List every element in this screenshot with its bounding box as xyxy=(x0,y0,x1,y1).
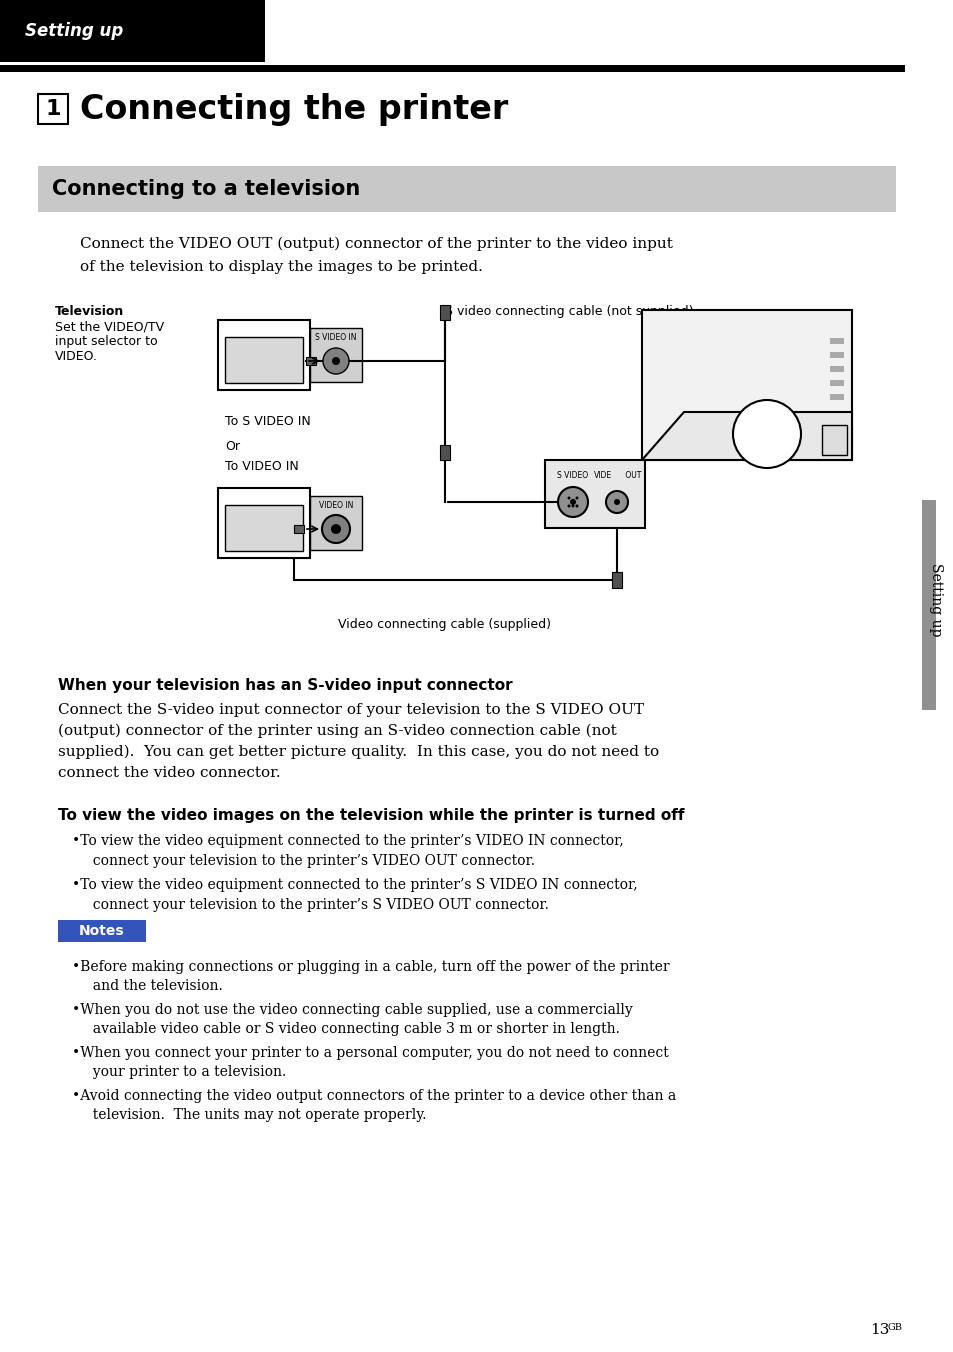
Text: supplied).  You can get better picture quality.  In this case, you do not need t: supplied). You can get better picture qu… xyxy=(58,745,659,760)
Text: To view the video images on the television while the printer is turned off: To view the video images on the televisi… xyxy=(58,808,684,823)
Text: VIDEO.: VIDEO. xyxy=(55,350,98,362)
Circle shape xyxy=(575,504,578,507)
Circle shape xyxy=(614,499,619,506)
Bar xyxy=(294,525,304,533)
Text: available video cable or S video connecting cable 3 m or shorter in length.: available video cable or S video connect… xyxy=(84,1022,619,1036)
Text: Setting up: Setting up xyxy=(25,22,123,41)
Bar xyxy=(225,506,303,552)
Circle shape xyxy=(575,496,578,499)
Text: of the television to display the images to be printed.: of the television to display the images … xyxy=(80,260,482,274)
Text: To S VIDEO IN: To S VIDEO IN xyxy=(225,415,311,429)
Text: connect your television to the printer’s S VIDEO OUT connector.: connect your television to the printer’s… xyxy=(84,898,548,913)
Bar xyxy=(821,425,846,456)
Text: your printer to a television.: your printer to a television. xyxy=(84,1065,286,1079)
Bar xyxy=(612,493,621,510)
Text: television.  The units may not operate properly.: television. The units may not operate pr… xyxy=(84,1109,426,1122)
Circle shape xyxy=(558,487,587,516)
Circle shape xyxy=(332,357,339,365)
Text: •Before making connections or plugging in a cable, turn off the power of the pri: •Before making connections or plugging i… xyxy=(71,960,669,973)
Circle shape xyxy=(605,491,627,512)
Bar xyxy=(38,95,68,124)
Circle shape xyxy=(322,515,350,544)
Bar xyxy=(218,488,310,558)
Bar xyxy=(310,496,361,550)
Text: and the television.: and the television. xyxy=(84,979,222,992)
Circle shape xyxy=(567,504,570,507)
Text: Television: Television xyxy=(55,306,124,318)
Text: •When you do not use the video connecting cable supplied, use a commercially: •When you do not use the video connectin… xyxy=(71,1003,632,1017)
Text: VIDE: VIDE xyxy=(594,472,612,480)
Bar xyxy=(829,366,843,372)
Text: •To view the video equipment connected to the printer’s VIDEO IN connector,: •To view the video equipment connected t… xyxy=(71,834,623,848)
Text: Set the VIDEO/TV: Set the VIDEO/TV xyxy=(55,320,164,333)
Text: Connecting the printer: Connecting the printer xyxy=(80,92,508,126)
Text: connect the video connector.: connect the video connector. xyxy=(58,767,280,780)
Bar xyxy=(306,357,315,365)
Text: S video connecting cable (not supplied): S video connecting cable (not supplied) xyxy=(444,306,693,318)
Bar xyxy=(439,445,450,460)
Text: When your television has an S-video input connector: When your television has an S-video inpu… xyxy=(58,677,512,694)
Text: Notes: Notes xyxy=(79,923,125,938)
Text: input selector to: input selector to xyxy=(55,335,157,347)
Text: To VIDEO IN: To VIDEO IN xyxy=(225,460,298,473)
Bar xyxy=(829,352,843,358)
Text: 13: 13 xyxy=(869,1324,888,1337)
Bar xyxy=(38,166,895,212)
Circle shape xyxy=(323,347,349,375)
Text: Setting up: Setting up xyxy=(928,564,942,637)
Text: •To view the video equipment connected to the printer’s S VIDEO IN connector,: •To view the video equipment connected t… xyxy=(71,877,637,892)
Text: connect your television to the printer’s VIDEO OUT connector.: connect your television to the printer’s… xyxy=(84,854,535,868)
Text: Video connecting cable (supplied): Video connecting cable (supplied) xyxy=(338,618,551,631)
Text: S VIDEO: S VIDEO xyxy=(557,472,588,480)
Text: VIDEO IN: VIDEO IN xyxy=(318,502,353,511)
Bar xyxy=(0,65,904,72)
Bar xyxy=(612,572,621,588)
Polygon shape xyxy=(641,412,851,460)
Bar xyxy=(439,306,450,320)
Text: GB: GB xyxy=(887,1324,902,1332)
Bar xyxy=(641,310,851,460)
Bar xyxy=(829,338,843,343)
Circle shape xyxy=(331,525,340,534)
Text: 1: 1 xyxy=(45,99,61,119)
Text: •Avoid connecting the video output connectors of the printer to a device other t: •Avoid connecting the video output conne… xyxy=(71,1088,676,1103)
Text: (output) connector of the printer using an S-video connection cable (not: (output) connector of the printer using … xyxy=(58,725,616,738)
Bar xyxy=(218,320,310,389)
Text: Connect the VIDEO OUT (output) connector of the printer to the video input: Connect the VIDEO OUT (output) connector… xyxy=(80,237,672,251)
Bar xyxy=(544,460,644,529)
Bar xyxy=(0,0,265,62)
Text: •When you connect your printer to a personal computer, you do not need to connec: •When you connect your printer to a pers… xyxy=(71,1046,668,1060)
Bar xyxy=(310,329,361,383)
Text: Or: Or xyxy=(225,439,240,453)
Bar xyxy=(829,380,843,387)
Circle shape xyxy=(732,400,801,468)
Circle shape xyxy=(569,499,576,506)
Circle shape xyxy=(571,504,574,507)
Bar xyxy=(225,337,303,383)
Bar xyxy=(829,393,843,400)
Bar xyxy=(921,500,935,710)
Bar xyxy=(58,919,146,942)
Text: Connect the S-video input connector of your television to the S VIDEO OUT: Connect the S-video input connector of y… xyxy=(58,703,643,717)
Text: Connecting to a television: Connecting to a television xyxy=(52,178,360,199)
Text: OUT: OUT xyxy=(622,472,640,480)
Circle shape xyxy=(567,496,570,499)
Text: S VIDEO IN: S VIDEO IN xyxy=(314,334,356,342)
